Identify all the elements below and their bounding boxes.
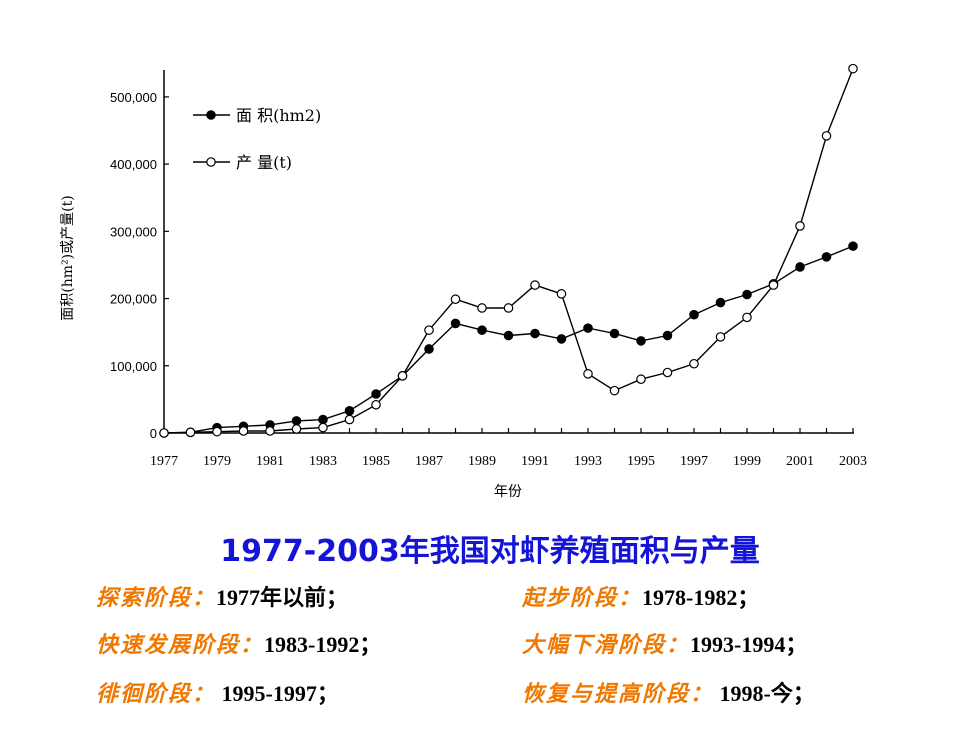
- stage-period: 1978-1982；: [642, 585, 760, 610]
- x-tick-label: 1993: [574, 454, 602, 469]
- data-point: [768, 280, 779, 290]
- stage-item: 探索阶段：1977年以前；: [96, 580, 348, 612]
- x-tick-label: 2003: [839, 454, 867, 469]
- data-point: [344, 414, 355, 425]
- stage-item: 恢复与提高阶段： 1998-今；: [522, 676, 815, 708]
- data-point: [636, 374, 646, 385]
- stage-item: 快速发展阶段：1983-1992；: [96, 627, 381, 659]
- legend: 面 积(hm2) 产 量(t): [193, 106, 321, 172]
- y-axis-title: 面积(hm²)或产量(t): [60, 195, 76, 320]
- x-tick-label: 1985: [362, 454, 390, 469]
- stage-name: 大幅下滑阶段：: [522, 632, 691, 658]
- stage-name: 探索阶段：: [96, 585, 217, 611]
- data-point: [530, 280, 540, 290]
- data-point: [503, 303, 514, 313]
- series-area: [159, 241, 858, 438]
- data-point: [212, 426, 222, 437]
- x-tick-label: 2001: [786, 454, 814, 469]
- x-axis-title: 年份: [494, 484, 522, 500]
- data-point: [159, 428, 169, 438]
- stage-name: 快速发展阶段：: [96, 632, 265, 658]
- x-tick-label: 1999: [733, 454, 761, 469]
- axes: 0 100,000 200,000 300,000 400,000 500,000 1977…: [110, 70, 867, 469]
- data-point: [583, 369, 593, 379]
- data-point: [715, 297, 726, 308]
- data-point: [265, 426, 275, 436]
- x-tick-label: 1983: [309, 454, 337, 469]
- data-point: [291, 424, 302, 434]
- data-point: [450, 294, 461, 305]
- x-tick-label: 1989: [468, 454, 496, 469]
- y-tick-label: 400,000: [110, 157, 157, 172]
- stage-name: 徘徊阶段：: [96, 681, 217, 707]
- data-point: [424, 325, 434, 335]
- x-tick-label: 1977: [150, 454, 178, 469]
- y-tick-label: 100,000: [110, 359, 157, 374]
- data-point: [238, 426, 249, 436]
- data-point: [424, 344, 434, 354]
- data-point: [397, 371, 408, 381]
- data-point: [318, 422, 328, 433]
- x-tick-label: 1981: [256, 454, 284, 469]
- data-point: [530, 328, 540, 339]
- legend-marker: [206, 110, 216, 120]
- data-point: [821, 131, 832, 141]
- data-point: [795, 262, 805, 272]
- data-point: [821, 252, 832, 262]
- data-point: [609, 328, 620, 339]
- data-point: [848, 63, 858, 74]
- data-point: [636, 336, 646, 346]
- x-tick-label: 1995: [627, 454, 655, 469]
- data-point: [662, 367, 673, 378]
- data-point: [185, 427, 196, 438]
- chart-caption-title: 1977-2003年我国对虾养殖面积与产量: [220, 534, 760, 569]
- stage-period: 1995-1997；: [216, 681, 339, 706]
- stage-item: 起步阶段：1978-1982；: [522, 580, 759, 612]
- data-point: [742, 312, 752, 323]
- stage-item: 徘徊阶段： 1995-1997；: [96, 676, 339, 708]
- x-tick-label: 1979: [203, 454, 231, 469]
- stage-period: 1983-1992；: [264, 632, 382, 657]
- data-point: [477, 325, 487, 335]
- data-point: [291, 416, 302, 426]
- data-point: [689, 358, 699, 369]
- data-point: [503, 330, 514, 341]
- chart: 0 100,000 200,000 300,000 400,000 500,000 1977…: [60, 63, 867, 500]
- data-point: [450, 318, 461, 329]
- data-point: [848, 241, 858, 251]
- data-point: [609, 385, 620, 396]
- series-layer: [159, 63, 858, 438]
- data-point: [318, 414, 328, 425]
- y-tick-label: 0: [150, 426, 157, 441]
- data-point: [662, 330, 673, 341]
- data-point: [715, 332, 726, 342]
- y-tick-label: 300,000: [110, 224, 157, 239]
- x-tick-label: 1997: [680, 454, 708, 469]
- data-point: [689, 309, 699, 320]
- data-point: [371, 399, 381, 410]
- data-point: [556, 334, 567, 344]
- stage-name: 恢复与提高阶段：: [522, 681, 715, 707]
- y-tick-label: 500,000: [110, 90, 157, 105]
- stage-item: 大幅下滑阶段：1993-1994；: [522, 627, 807, 659]
- y-tick-label: 200,000: [110, 292, 157, 307]
- data-point: [371, 389, 381, 399]
- legend-label: 产 量(t): [236, 153, 292, 172]
- series-production: [159, 63, 858, 438]
- data-point: [556, 289, 567, 299]
- data-point: [344, 406, 355, 416]
- stage-period: 1993-1994；: [690, 632, 808, 657]
- legend-label: 面 积(hm2): [236, 106, 321, 125]
- stage-period: 1998-今；: [714, 681, 815, 706]
- data-point: [583, 323, 593, 333]
- data-point: [742, 289, 752, 300]
- stage-name: 起步阶段：: [522, 585, 643, 611]
- x-tick-label: 1991: [521, 454, 549, 469]
- x-tick-label: 1987: [415, 454, 443, 469]
- stage-period: 1977年以前；: [216, 585, 349, 610]
- data-point: [795, 221, 805, 231]
- data-point: [477, 303, 487, 313]
- legend-marker: [206, 157, 216, 167]
